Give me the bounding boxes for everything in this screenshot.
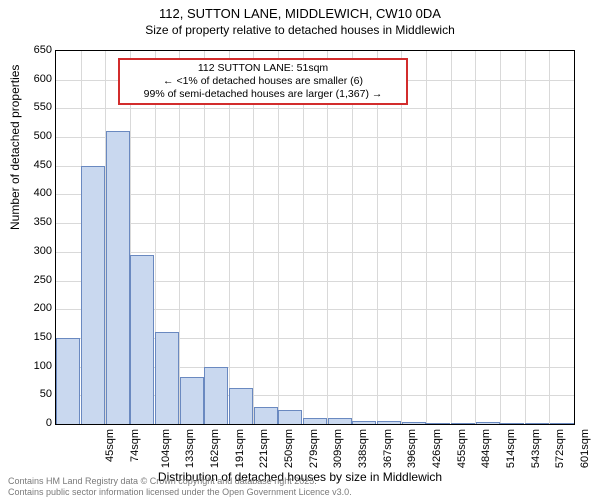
- histogram-bar: [426, 423, 450, 424]
- footer-line-2: Contains public sector information licen…: [8, 487, 352, 498]
- title-line-2: Size of property relative to detached ho…: [0, 23, 600, 39]
- x-tick-label: 367sqm: [382, 429, 394, 468]
- histogram-bar: [130, 255, 154, 424]
- gridline-v: [352, 51, 353, 424]
- attribution-footer: Contains HM Land Registry data © Crown c…: [8, 476, 352, 498]
- histogram-bar: [303, 418, 327, 424]
- gridline-v: [525, 51, 526, 424]
- gridline-v: [426, 51, 427, 424]
- histogram-bar: [377, 421, 401, 424]
- histogram-bar: [180, 377, 204, 424]
- y-tick-label: 650: [12, 44, 52, 56]
- chart-title: 112, SUTTON LANE, MIDDLEWICH, CW10 0DA S…: [0, 0, 600, 38]
- gridline-v: [327, 51, 328, 424]
- gridline-h: [56, 252, 574, 253]
- annotation-line: 99% of semi-detached houses are larger (…: [126, 88, 400, 101]
- x-tick-label: 104sqm: [160, 429, 172, 468]
- gridline-v: [253, 51, 254, 424]
- x-tick-label: 74sqm: [129, 429, 141, 462]
- histogram-bar: [328, 418, 352, 424]
- title-line-1: 112, SUTTON LANE, MIDDLEWICH, CW10 0DA: [0, 6, 600, 23]
- y-tick-label: 100: [12, 360, 52, 372]
- annotation-line: 112 SUTTON LANE: 51sqm: [126, 62, 400, 75]
- y-tick-label: 400: [12, 187, 52, 199]
- histogram-bar: [500, 423, 524, 424]
- x-tick-label: 133sqm: [184, 429, 196, 468]
- y-tick-label: 350: [12, 216, 52, 228]
- x-tick-label: 572sqm: [554, 429, 566, 468]
- gridline-v: [229, 51, 230, 424]
- annotation-line: ← <1% of detached houses are smaller (6): [126, 75, 400, 88]
- gridline-v: [451, 51, 452, 424]
- y-tick-label: 150: [12, 331, 52, 343]
- annotation-box: 112 SUTTON LANE: 51sqm← <1% of detached …: [118, 58, 408, 105]
- y-tick-label: 250: [12, 274, 52, 286]
- histogram-bar: [155, 332, 179, 424]
- gridline-v: [549, 51, 550, 424]
- histogram-bar: [525, 423, 549, 424]
- x-tick-label: 396sqm: [406, 429, 418, 468]
- y-axis-label: Number of detached properties: [8, 65, 22, 230]
- x-tick-label: 191sqm: [234, 429, 246, 468]
- histogram-bar: [106, 131, 130, 424]
- x-tick-label: 45sqm: [104, 429, 116, 462]
- x-tick-label: 279sqm: [308, 429, 320, 468]
- histogram-bar: [229, 388, 253, 424]
- histogram-bar: [278, 410, 302, 424]
- gridline-v: [179, 51, 180, 424]
- x-tick-label: 455sqm: [456, 429, 468, 468]
- y-tick-label: 0: [12, 417, 52, 429]
- gridline-v: [303, 51, 304, 424]
- histogram-bar: [56, 338, 80, 424]
- y-tick-label: 550: [12, 101, 52, 113]
- histogram-bar: [204, 367, 228, 424]
- y-tick-label: 500: [12, 130, 52, 142]
- x-tick-label: 426sqm: [431, 429, 443, 468]
- x-tick-label: 543sqm: [530, 429, 542, 468]
- histogram-bar: [402, 422, 426, 424]
- histogram-bar: [550, 423, 574, 424]
- histogram-bar: [254, 407, 278, 424]
- histogram-bar: [476, 422, 500, 424]
- histogram-bar: [451, 423, 475, 424]
- y-tick-label: 300: [12, 245, 52, 257]
- gridline-v: [475, 51, 476, 424]
- y-tick-label: 200: [12, 302, 52, 314]
- gridline-v: [500, 51, 501, 424]
- x-tick-label: 162sqm: [209, 429, 221, 468]
- gridline-v: [377, 51, 378, 424]
- x-tick-label: 514sqm: [505, 429, 517, 468]
- histogram-bar: [352, 421, 376, 424]
- gridline-h: [56, 194, 574, 195]
- x-tick-label: 221sqm: [258, 429, 270, 468]
- gridline-h: [56, 223, 574, 224]
- x-tick-label: 250sqm: [283, 429, 295, 468]
- x-tick-label: 601sqm: [579, 429, 591, 468]
- gridline-h: [56, 166, 574, 167]
- x-tick-label: 309sqm: [332, 429, 344, 468]
- gridline-v: [401, 51, 402, 424]
- x-tick-label: 338sqm: [357, 429, 369, 468]
- x-tick-label: 484sqm: [480, 429, 492, 468]
- gridline-v: [278, 51, 279, 424]
- y-tick-label: 600: [12, 73, 52, 85]
- gridline-h: [56, 108, 574, 109]
- y-tick-label: 450: [12, 159, 52, 171]
- y-tick-label: 50: [12, 388, 52, 400]
- footer-line-1: Contains HM Land Registry data © Crown c…: [8, 476, 352, 487]
- histogram-bar: [81, 166, 105, 424]
- chart-plot-area: 112 SUTTON LANE: 51sqm← <1% of detached …: [55, 50, 575, 425]
- gridline-h: [56, 137, 574, 138]
